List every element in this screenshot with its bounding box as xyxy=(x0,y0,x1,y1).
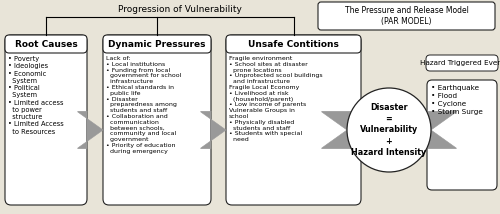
Text: Hazard Triggered Event: Hazard Triggered Event xyxy=(420,60,500,66)
FancyBboxPatch shape xyxy=(226,35,361,205)
FancyBboxPatch shape xyxy=(103,35,211,205)
Polygon shape xyxy=(201,111,226,149)
Polygon shape xyxy=(78,111,103,149)
Text: Lack of:
• Local institutions
• Funding from local
  government for school
  inf: Lack of: • Local institutions • Funding … xyxy=(106,56,182,154)
Circle shape xyxy=(347,88,431,172)
FancyBboxPatch shape xyxy=(426,55,498,71)
Text: Dynamic Pressures: Dynamic Pressures xyxy=(108,40,206,49)
Polygon shape xyxy=(427,111,456,149)
Text: Fragile environment
• School sites at disaster
  prone locations
• Unprotected s: Fragile environment • School sites at di… xyxy=(229,56,322,142)
FancyBboxPatch shape xyxy=(318,2,495,30)
Text: Progression of Vulnerability: Progression of Vulnerability xyxy=(118,5,242,14)
FancyBboxPatch shape xyxy=(103,35,211,53)
Text: • Earthquake
• Flood
• Cyclone
• Storm Surge: • Earthquake • Flood • Cyclone • Storm S… xyxy=(431,85,483,115)
Text: Unsafe Contitions: Unsafe Contitions xyxy=(248,40,339,49)
FancyBboxPatch shape xyxy=(427,80,497,190)
FancyBboxPatch shape xyxy=(5,35,87,205)
Polygon shape xyxy=(322,111,361,149)
FancyBboxPatch shape xyxy=(226,35,361,53)
Text: The Pressure and Release Model
(PAR MODEL): The Pressure and Release Model (PAR MODE… xyxy=(344,6,469,26)
FancyBboxPatch shape xyxy=(5,35,87,53)
Text: • Poverty
• Ideologies
• Economic
  System
• Political
  System
• Limited access: • Poverty • Ideologies • Economic System… xyxy=(8,56,64,135)
Text: Disaster
=
Vulnerability
+
Hazard Intensity: Disaster = Vulnerability + Hazard Intens… xyxy=(352,103,426,157)
Text: Root Causes: Root Causes xyxy=(14,40,78,49)
